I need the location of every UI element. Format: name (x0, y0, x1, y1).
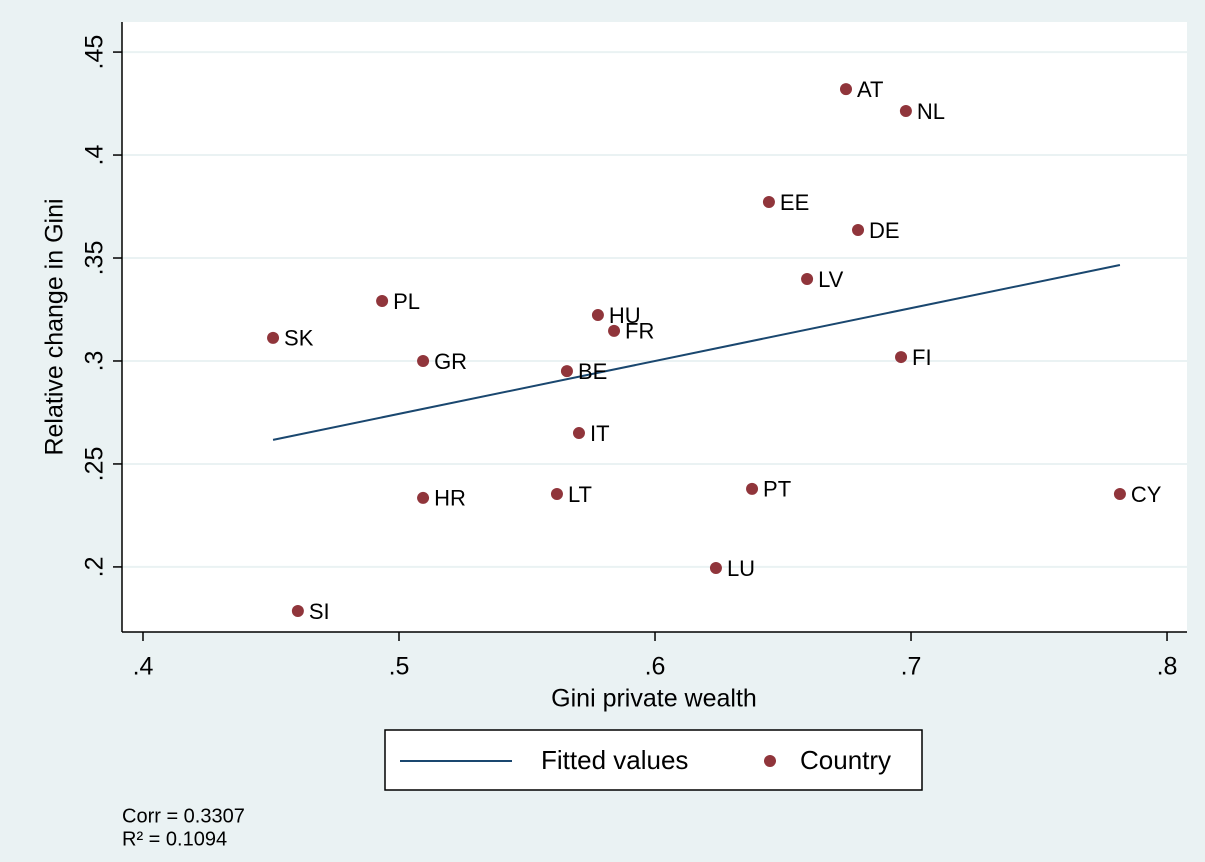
scatter-point (291, 604, 304, 617)
scatter-point (839, 83, 852, 96)
point-label: LV (818, 267, 844, 292)
point-label: BE (578, 359, 607, 384)
scatter-point (417, 354, 430, 367)
x-tick-label: .4 (133, 653, 154, 681)
scatter-point (572, 427, 585, 440)
scatter-point (376, 295, 389, 308)
point-label: EE (780, 190, 809, 215)
point-label: FR (625, 319, 654, 344)
fitted-line (272, 264, 1121, 441)
point-label: CY (1131, 482, 1162, 507)
point-label: HU (609, 303, 641, 328)
legend-label: Country (800, 745, 891, 775)
scatter-point (852, 224, 865, 237)
scatter-point (746, 482, 759, 495)
scatter-point (895, 351, 908, 364)
annotation: Corr = 0.3307 (122, 805, 245, 827)
point-label: HR (434, 486, 466, 511)
point-label: GR (434, 349, 467, 374)
point-label: IT (590, 421, 610, 446)
scatter-point (267, 331, 280, 344)
scatter-point (801, 273, 814, 286)
legend-swatch (764, 755, 776, 767)
point-label: LT (568, 482, 592, 507)
point-label: FI (912, 345, 932, 370)
point-label: PL (393, 289, 420, 314)
scatter-point (608, 324, 621, 337)
point-label: LU (727, 556, 755, 581)
point-label: SI (309, 599, 330, 624)
scatter-point (550, 488, 563, 501)
scatter-point (591, 309, 604, 322)
annotation: R² = 0.1094 (122, 828, 227, 850)
y-tick-label: .4 (81, 145, 109, 166)
scatter-point (417, 491, 430, 504)
y-tick-label: .2 (81, 556, 109, 577)
scatter-point (762, 195, 775, 208)
x-tick-label: .6 (645, 653, 666, 681)
scatter-point (560, 365, 573, 378)
y-tick-label: .45 (81, 35, 109, 70)
point-label: NL (917, 99, 945, 124)
scatter-point (709, 561, 722, 574)
y-tick-label: .3 (81, 351, 109, 372)
point-label: PT (763, 477, 791, 502)
y-tick-label: .35 (81, 241, 109, 276)
x-tick-label: .7 (901, 653, 922, 681)
x-tick-label: .8 (1157, 653, 1178, 681)
x-axis-title: Gini private wealth (551, 685, 757, 713)
scatter-point (1113, 488, 1126, 501)
y-tick-label: .25 (81, 447, 109, 482)
plot-area (122, 22, 1187, 632)
x-tick-label: .5 (389, 653, 410, 681)
point-label: DE (869, 218, 900, 243)
point-label: SK (284, 326, 314, 351)
legend-label: Fitted values (541, 745, 688, 775)
y-axis-title: Relative change in Gini (41, 198, 69, 455)
point-label: AT (857, 77, 883, 102)
scatter-point (899, 104, 912, 117)
